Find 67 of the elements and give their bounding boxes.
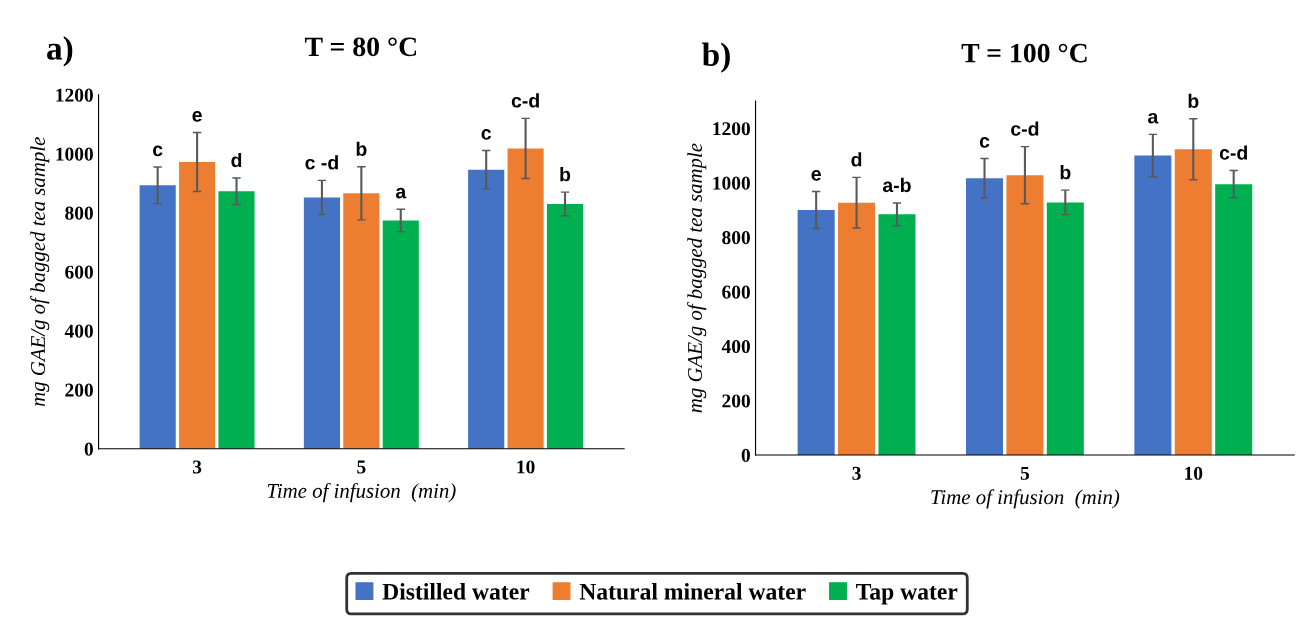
x-tick-label: 5 (1020, 466, 1030, 480)
data-label: c -d (305, 155, 338, 170)
y-tick-label: 800 (65, 206, 93, 220)
y-axis-title: mg GAE/g of bagged tea sample (687, 143, 707, 413)
data-label: e (811, 170, 821, 181)
bar (1046, 202, 1084, 456)
y-tick-label: 400 (64, 324, 93, 338)
y-tick-label: 1200 (713, 122, 750, 136)
data-label: c (481, 129, 492, 140)
bar (797, 210, 835, 456)
bar (218, 191, 255, 449)
data-label: b (1060, 165, 1071, 180)
x-tick-label: 3 (192, 460, 202, 474)
y-tick-label: 1000 (713, 176, 750, 190)
x-axis-title: Time of infusion (min) (267, 483, 456, 503)
data-label: e (192, 111, 202, 122)
data-label: c-d (1011, 121, 1039, 136)
x-tick-label: 5 (357, 460, 366, 474)
y-tick-label: 800 (722, 231, 750, 245)
data-label: a-b (882, 177, 911, 193)
bar (1134, 155, 1172, 456)
y-tick-label: 0 (84, 442, 93, 456)
data-label: c (153, 145, 163, 157)
data-label: d (231, 152, 242, 168)
bar (343, 193, 380, 449)
x-axis-title: Time of infusion (min) (931, 489, 1120, 509)
data-label: b (560, 167, 571, 182)
bar (303, 197, 340, 449)
data-label: b (356, 141, 367, 156)
y-tick-label: 600 (722, 285, 750, 299)
bar (139, 185, 176, 449)
data-label: d (851, 152, 862, 167)
y-axis-title: mg GAE/g of bagged tea sample (30, 137, 50, 407)
bar (546, 203, 584, 449)
y-tick-label: 400 (721, 339, 750, 354)
bar (382, 220, 419, 449)
bar (1215, 184, 1253, 456)
y-tick-label: 1000 (56, 147, 93, 161)
chart-title: T = 80 °C (304, 37, 417, 57)
chart-title: T = 100 °C (961, 43, 1087, 63)
bar (878, 214, 916, 456)
legend-label: Distilled water (382, 583, 530, 600)
bar (1006, 175, 1044, 456)
data-label: b (1188, 93, 1199, 109)
bar (468, 169, 505, 449)
bar (1174, 149, 1212, 456)
y-tick-label: 1200 (56, 88, 93, 102)
x-tick-label: 10 (517, 460, 535, 474)
legend-label: Natural mineral water (579, 583, 806, 600)
y-tick-label: 200 (65, 383, 93, 397)
text: b) (702, 42, 730, 73)
data-label: c-d (511, 93, 539, 108)
data-label: a (1148, 112, 1159, 124)
legend-label: Tap water (856, 583, 958, 605)
y-tick-label: 0 (741, 448, 750, 462)
x-tick-label: 3 (852, 466, 861, 480)
bar (179, 162, 216, 449)
y-tick-label: 200 (722, 394, 750, 408)
bar (507, 148, 544, 449)
data-label: c-d (1219, 145, 1247, 160)
x-tick-label: 10 (1185, 466, 1203, 480)
data-label: c (979, 137, 990, 148)
data-label: a (395, 187, 407, 199)
text: a) (47, 36, 73, 67)
bar (966, 178, 1004, 456)
bar (838, 202, 876, 456)
y-tick-label: 600 (65, 265, 93, 279)
